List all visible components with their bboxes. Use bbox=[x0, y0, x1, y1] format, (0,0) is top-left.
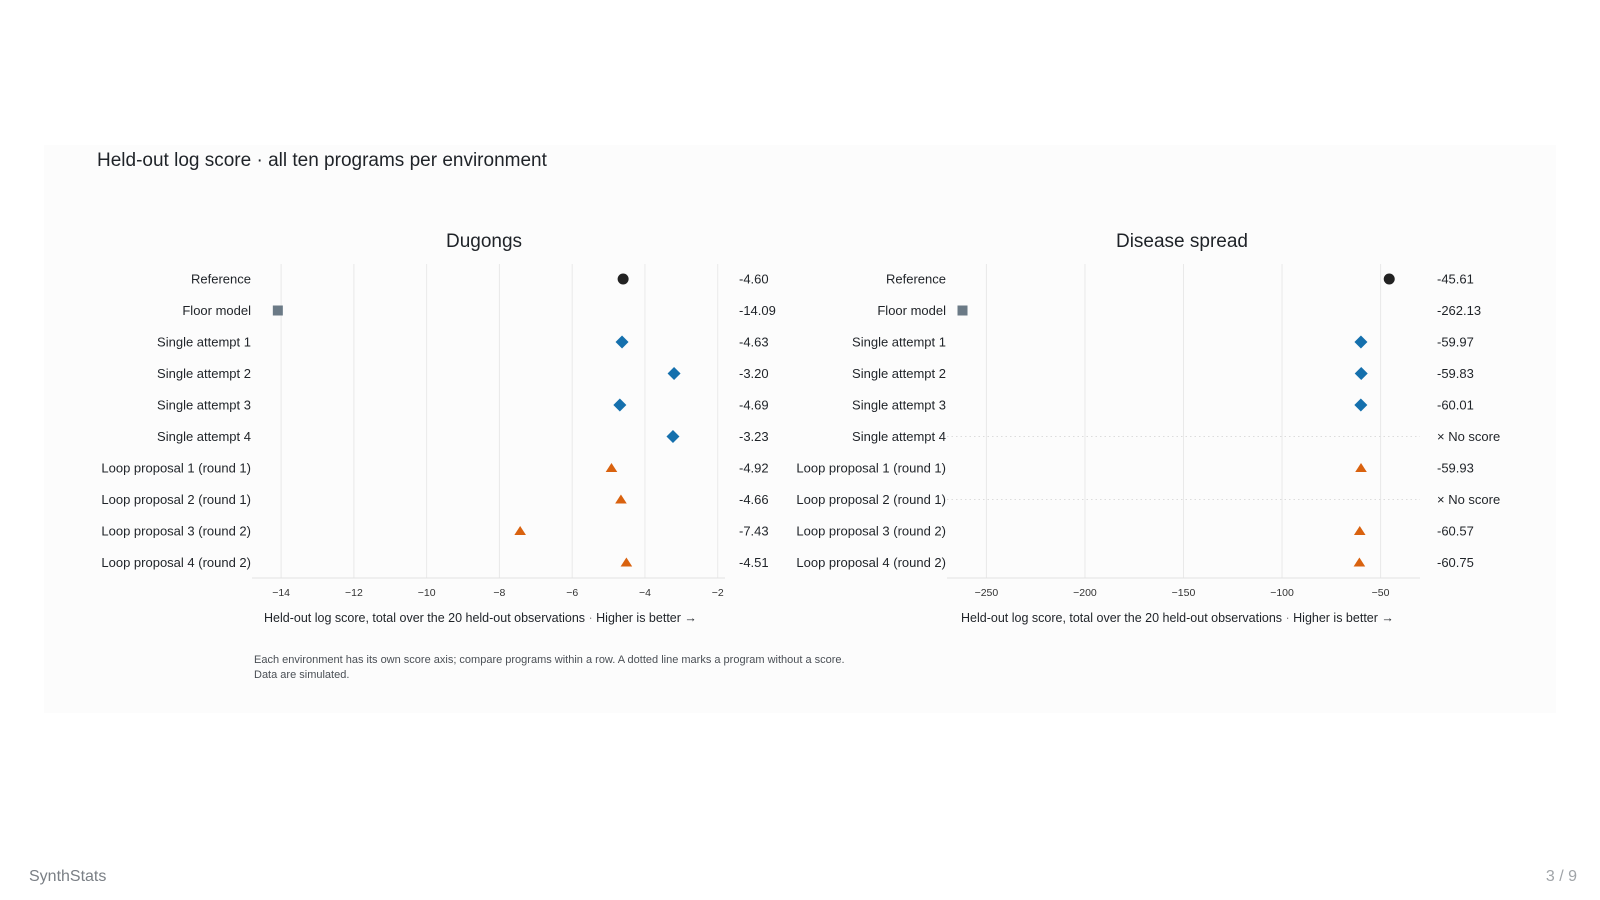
x-axis-label-0: Held-out log score, total over the 20 he… bbox=[264, 611, 697, 625]
point-floor-0-1 bbox=[272, 305, 283, 316]
point-loop-1-6 bbox=[1355, 463, 1367, 472]
point-reference-1-0 bbox=[1383, 273, 1395, 285]
x-tick-label-0-3: −8 bbox=[493, 587, 505, 599]
value-label-0-6: -4.92 bbox=[739, 461, 769, 476]
point-single-1-3 bbox=[1354, 367, 1368, 380]
x-tick-label-0-1: −12 bbox=[345, 587, 363, 599]
panel-title-1: Disease spread bbox=[1116, 231, 1248, 252]
row-label-1-4: Single attempt 3 bbox=[852, 398, 946, 413]
x-tick-label-0-6: −2 bbox=[712, 587, 724, 599]
row-label-0-2: Single attempt 1 bbox=[157, 335, 251, 350]
value-label-0-5: -3.23 bbox=[739, 429, 769, 444]
point-single-0-4 bbox=[613, 398, 627, 412]
value-label-0-9: -4.51 bbox=[739, 555, 769, 570]
x-tick-label-0-0: −14 bbox=[272, 587, 290, 599]
point-loop-0-6 bbox=[605, 463, 618, 472]
footnote-line-2: Data are simulated. bbox=[254, 669, 350, 681]
row-label-0-0: Reference bbox=[191, 272, 251, 287]
value-label-1-5: × No score bbox=[1437, 429, 1500, 444]
row-label-1-0: Reference bbox=[886, 272, 946, 287]
value-label-0-3: -3.20 bbox=[739, 366, 769, 381]
page-number: 3 / 9 bbox=[1545, 868, 1577, 885]
point-single-0-3 bbox=[667, 367, 681, 380]
point-reference-0-0 bbox=[617, 273, 629, 285]
x-axis-label-1: Held-out log score, total over the 20 he… bbox=[961, 611, 1394, 625]
point-single-0-5 bbox=[666, 430, 680, 443]
footnote-line-1: Each environment has its own score axis;… bbox=[254, 654, 845, 666]
row-label-1-3: Single attempt 2 bbox=[852, 366, 946, 381]
value-label-1-0: -45.61 bbox=[1437, 272, 1474, 287]
point-loop-1-8 bbox=[1353, 526, 1366, 535]
panel-title-0: Dugongs bbox=[446, 231, 522, 252]
value-label-1-8: -60.57 bbox=[1437, 524, 1474, 539]
x-tick-label-0-2: −10 bbox=[418, 587, 436, 599]
x-tick-label-1-4: −50 bbox=[1372, 587, 1390, 599]
value-label-0-8: -7.43 bbox=[739, 524, 769, 539]
point-single-1-2 bbox=[1354, 335, 1368, 349]
value-label-1-6: -59.93 bbox=[1437, 461, 1474, 476]
value-label-1-2: -59.97 bbox=[1437, 335, 1474, 350]
row-label-1-7: Loop proposal 2 (round 1) bbox=[796, 492, 946, 507]
row-label-1-6: Loop proposal 1 (round 1) bbox=[796, 461, 946, 476]
point-loop-0-9 bbox=[620, 557, 633, 567]
chart-card bbox=[44, 145, 1556, 713]
row-label-0-6: Loop proposal 1 (round 1) bbox=[101, 461, 251, 476]
x-tick-label-0-5: −4 bbox=[639, 587, 651, 599]
value-label-0-7: -4.66 bbox=[739, 492, 769, 507]
row-label-1-5: Single attempt 4 bbox=[852, 429, 946, 444]
value-label-1-9: -60.75 bbox=[1437, 555, 1474, 570]
row-label-0-9: Loop proposal 4 (round 2) bbox=[101, 555, 251, 570]
value-label-1-7: × No score bbox=[1437, 492, 1500, 507]
value-label-0-4: -4.69 bbox=[739, 398, 769, 413]
row-label-1-2: Single attempt 1 bbox=[852, 335, 946, 350]
point-single-1-4 bbox=[1354, 398, 1368, 412]
row-label-0-8: Loop proposal 3 (round 2) bbox=[101, 524, 251, 539]
point-floor-1-1 bbox=[957, 305, 968, 316]
row-label-1-8: Loop proposal 3 (round 2) bbox=[796, 524, 946, 539]
point-loop-0-8 bbox=[514, 526, 526, 535]
x-tick-label-1-1: −200 bbox=[1073, 587, 1097, 599]
point-loop-1-9 bbox=[1353, 557, 1366, 567]
x-tick-label-1-0: −250 bbox=[975, 587, 999, 599]
row-label-0-4: Single attempt 3 bbox=[157, 398, 251, 413]
row-label-0-5: Single attempt 4 bbox=[157, 429, 251, 444]
x-tick-label-0-4: −6 bbox=[566, 587, 578, 599]
row-label-1-9: Loop proposal 4 (round 2) bbox=[796, 555, 946, 570]
point-loop-0-7 bbox=[615, 494, 627, 504]
point-single-0-2 bbox=[615, 335, 629, 349]
value-label-1-4: -60.01 bbox=[1437, 398, 1474, 413]
row-label-0-1: Floor model bbox=[182, 303, 251, 318]
row-label-0-7: Loop proposal 2 (round 1) bbox=[101, 492, 251, 507]
value-label-1-3: -59.83 bbox=[1437, 366, 1474, 381]
brand-name: SynthStats bbox=[29, 868, 107, 885]
page-title: Held-out log score · all ten programs pe… bbox=[97, 150, 547, 171]
value-label-0-2: -4.63 bbox=[739, 335, 769, 350]
value-label-0-0: -4.60 bbox=[739, 272, 769, 287]
x-tick-label-1-3: −100 bbox=[1270, 587, 1294, 599]
row-label-0-3: Single attempt 2 bbox=[157, 366, 251, 381]
value-label-1-1: -262.13 bbox=[1437, 303, 1481, 318]
row-label-1-1: Floor model bbox=[877, 303, 946, 318]
value-label-0-1: -14.09 bbox=[739, 303, 776, 318]
x-tick-label-1-2: −150 bbox=[1172, 587, 1196, 599]
